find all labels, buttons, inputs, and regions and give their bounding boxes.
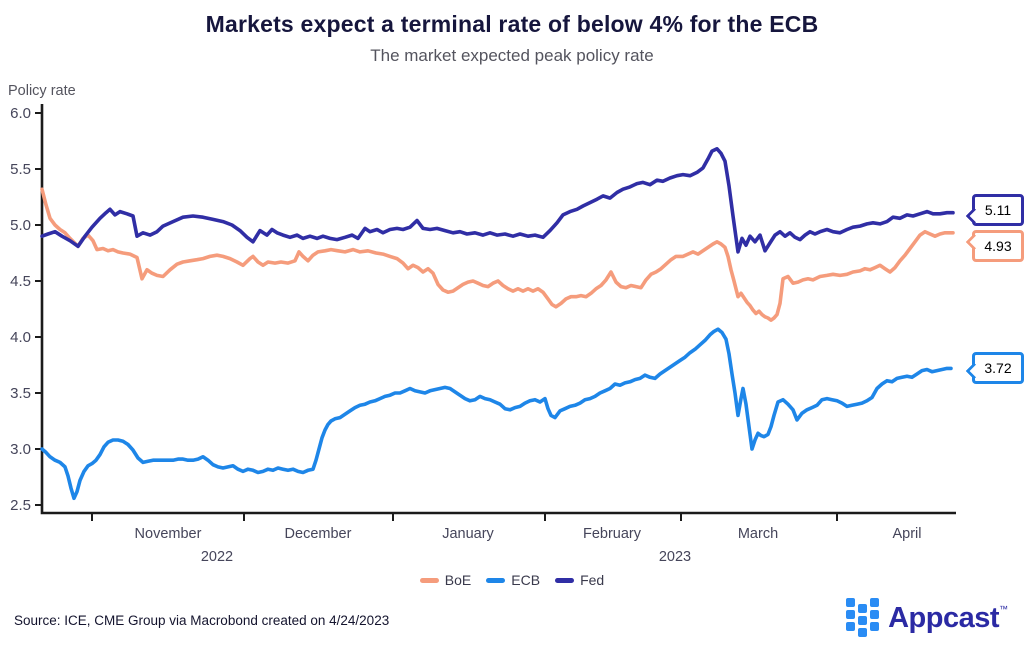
end-value-label-fed: 5.11 [965, 193, 1024, 226]
line-chart-canvas: 6.0 5.5 5.0 4.5 4.0 3.5 3.0 2.5 November December… [10, 104, 956, 565]
logo-square [858, 628, 868, 637]
series-line-fed [40, 146, 955, 254]
y-tick-label: 3.0 [10, 441, 31, 458]
logo-square [858, 604, 868, 613]
logo-square [870, 610, 880, 619]
month-label: February [583, 526, 642, 542]
logo-square [870, 598, 880, 607]
source-note: Source: ICE, CME Group via Macrobond cre… [14, 613, 390, 628]
logo-square [846, 610, 856, 619]
appcast-logo: Appcast ™ [846, 597, 1008, 639]
end-value-text: 3.72 [984, 360, 1012, 377]
trademark-symbol: ™ [999, 604, 1008, 614]
y-tick-label: 4.5 [10, 273, 31, 290]
legend-label: Fed [580, 572, 605, 588]
chart-title: Markets expect a terminal rate of below … [205, 11, 819, 37]
legend-dash-icon [555, 577, 575, 583]
y-tick-label: 6.0 [10, 105, 31, 122]
year-label: 2022 [201, 549, 233, 565]
legend-item-ecb: ECB [486, 572, 540, 588]
end-value-label-boe: 4.93 [965, 229, 1024, 262]
end-value-text: 4.93 [984, 237, 1012, 254]
y-axis-note: Policy rate [8, 83, 76, 99]
month-label: April [892, 526, 921, 542]
appcast-wordmark: Appcast [888, 602, 999, 634]
appcast-logo-icon [846, 598, 880, 637]
month-label: November [135, 526, 202, 542]
logo-square [846, 622, 856, 631]
legend-label: ECB [511, 572, 541, 588]
month-label: January [442, 526, 494, 542]
legend-dash-icon [419, 577, 439, 583]
y-tick-label: 3.5 [10, 385, 31, 402]
series-line-ecb [40, 327, 953, 501]
end-value-label-ecb: 3.72 [965, 352, 1024, 385]
legend-item-boe: BoE [419, 572, 472, 588]
y-tick-label: 2.5 [10, 497, 31, 514]
month-label: December [285, 526, 352, 542]
chart-subtitle: The market expected peak policy rate [370, 46, 654, 65]
legend-label: BoE [444, 572, 472, 588]
y-tick-label: 5.0 [10, 217, 31, 234]
legend-dash-icon [486, 577, 506, 583]
month-label: March [738, 526, 778, 542]
y-tick-label: 4.0 [10, 329, 31, 346]
logo-square [858, 616, 868, 625]
axis-lines [40, 104, 956, 515]
year-label: 2023 [659, 549, 691, 565]
series-line-boe [40, 187, 955, 322]
y-tick-label: 5.5 [10, 161, 31, 178]
legend: BoE ECB Fed [0, 572, 1024, 588]
logo-square [870, 622, 880, 631]
legend-item-fed: Fed [555, 572, 604, 588]
end-value-text: 5.11 [984, 201, 1012, 218]
logo-square [846, 598, 856, 607]
